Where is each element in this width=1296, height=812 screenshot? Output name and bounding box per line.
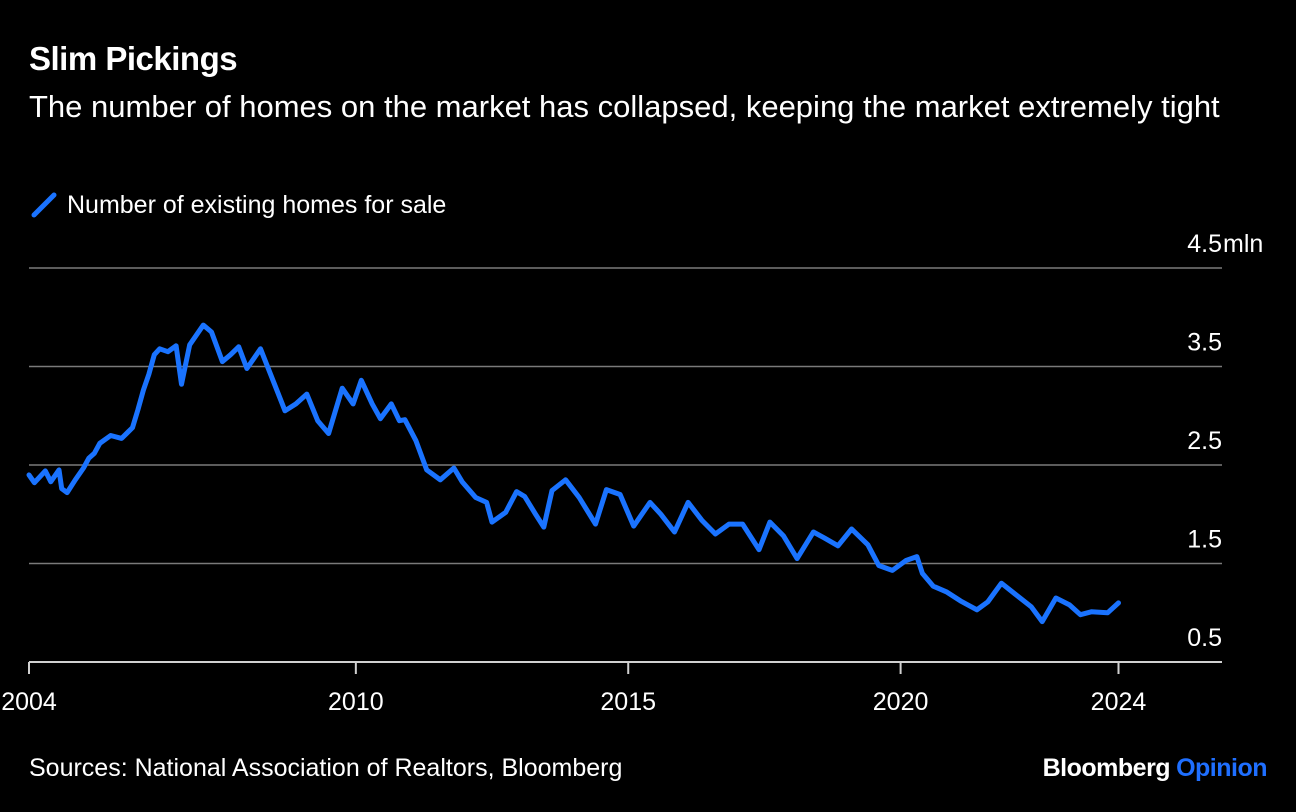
y-tick-label: 1.5 [1187, 526, 1222, 554]
x-tick-label: 2004 [1, 688, 57, 716]
x-tick-label: 2020 [873, 688, 929, 716]
brand-primary: Bloomberg [1042, 754, 1171, 782]
y-tick-label: 3.5 [1187, 329, 1222, 357]
source-note: Sources: National Association of Realtor… [29, 754, 623, 782]
legend-label: Number of existing homes for sale [67, 190, 447, 219]
chart-title: Slim Pickings [29, 40, 238, 77]
y-tick-label: 4.5 [1187, 230, 1222, 258]
brand-logo: Bloomberg Opinion [1042, 754, 1268, 783]
x-tick-label: 2024 [1091, 688, 1147, 716]
legend: Number of existing homes for sale [29, 190, 446, 220]
x-axis: 2004 2010 2015 2020 2024 [1, 662, 1146, 716]
legend-line-icon [31, 192, 57, 218]
series-line [26, 322, 1121, 625]
chart-subtitle: The number of homes on the market has co… [29, 89, 1220, 124]
brand-secondary: Opinion [1176, 754, 1267, 782]
series-layer [26, 322, 1121, 625]
gridlines [29, 267, 1222, 663]
y-unit-label: mln [1223, 230, 1263, 258]
y-tick-label: 2.5 [1187, 427, 1222, 455]
x-tick-label: 2010 [328, 688, 384, 716]
y-tick-label: 0.5 [1187, 624, 1222, 652]
y-axis-labels: 4.5 mln 3.5 2.5 1.5 0.5 [1187, 230, 1263, 652]
x-tick-label: 2015 [600, 688, 656, 716]
